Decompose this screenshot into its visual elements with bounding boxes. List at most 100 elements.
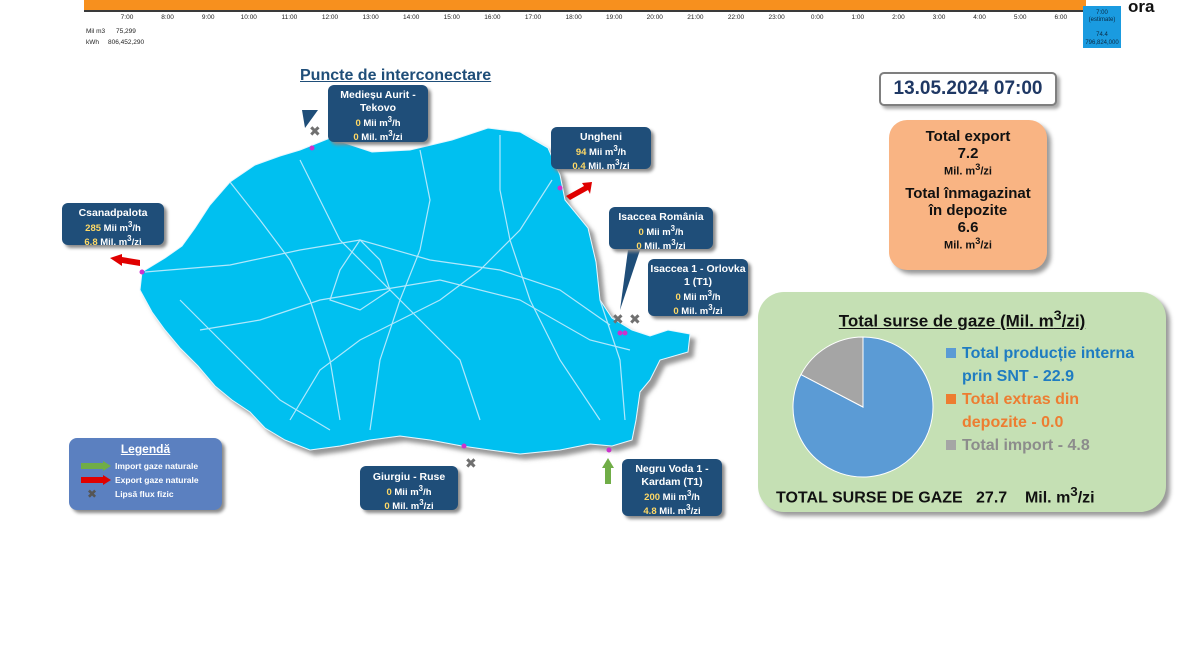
hour-tick-label: 7:00 xyxy=(120,14,134,21)
hour-tick-label: 5:00 xyxy=(1013,14,1027,21)
hour-tick-label: 8:00 xyxy=(161,14,174,21)
point-csanadpalota: Csanadpalota 285 Mii m3/h 6.8 Mil. m3/zi xyxy=(62,203,164,249)
map-legend: Legendă Import gaze naturale Export gaze… xyxy=(69,438,222,510)
point-ungheni: Ungheni 94 Mii m3/h 0.4 Mil. m3/zi xyxy=(551,127,651,173)
point-name-2: Tekovo xyxy=(360,102,396,114)
point-mii: 94 Mii m3/h xyxy=(575,144,627,159)
hour-tick-label: 23:00 xyxy=(768,14,785,21)
hour-tick-label: 9:00 xyxy=(201,14,215,21)
unit-label: Mil m3 xyxy=(86,28,106,35)
unit-value: 75,299 xyxy=(116,28,136,35)
export-value: 7.2 xyxy=(957,145,979,162)
romania-shape xyxy=(139,127,691,455)
timestamp: 13.05.2024 07:00 xyxy=(879,72,1057,106)
hour-tick-label: 0:00 xyxy=(810,14,824,21)
point-mil: 6.8 Mil. m3/zi xyxy=(84,234,142,249)
estimate-hour: 7:00 xyxy=(1096,10,1108,16)
hour-tick-label: 15:00 xyxy=(443,14,460,21)
estimate-note: (estimate) xyxy=(1088,17,1116,23)
legend-no-flow-label: Lipsă flux fizic xyxy=(115,489,174,499)
unit-label: kWh xyxy=(86,39,99,46)
hour-tick-label: 20:00 xyxy=(646,14,663,21)
storage-swatch-icon xyxy=(946,394,956,404)
point-name: Giurgiu - Ruse xyxy=(372,471,446,483)
hour-tick-label: 21:00 xyxy=(687,14,704,21)
legend-no-flow: ✖ Lipsă flux fizic xyxy=(69,487,222,501)
section-title: Puncte de interconectare xyxy=(300,67,492,84)
hour-tick-label: 14:00 xyxy=(403,14,420,21)
point-name: Ungheni xyxy=(580,131,622,143)
export-arrow-ungheni xyxy=(566,182,592,200)
unit-row-kwh: kWh 806,452,290 xyxy=(86,39,144,46)
romania-map: ✖ ✖ ✖ ✖ xyxy=(110,110,691,484)
hour-tick-label: 13:00 xyxy=(362,14,379,21)
hour-tick-label: 4:00 xyxy=(973,14,986,21)
point-mil: 0 Mil. m3/zi xyxy=(636,238,686,253)
estimate-kwh: 796,824,000 xyxy=(1085,40,1119,46)
storage-title-2: în depozite xyxy=(928,201,1008,219)
svg-text:✖: ✖ xyxy=(309,124,321,140)
svg-text:✖: ✖ xyxy=(465,456,477,472)
point-mil: 0.4 Mil. m3/zi xyxy=(572,158,630,173)
sources-legend: Total producție interna prin SNT - 22.9 … xyxy=(946,342,1166,457)
point-giurgiu: Giurgiu - Ruse 0 Mii m3/h 0 Mil. m3/zi xyxy=(360,466,458,513)
point-mii: 0 Mii m3/h xyxy=(355,115,401,130)
svg-text:✖: ✖ xyxy=(612,312,624,328)
hour-tick-label: 1:00 xyxy=(851,14,865,21)
point-mil: 0 Mil. m3/zi xyxy=(384,498,434,513)
point-name: Medieșu Aurit - xyxy=(340,89,416,101)
hour-tick-label: 2:00 xyxy=(892,14,905,21)
hour-tick-label: 3:00 xyxy=(932,14,946,21)
point-name: Csanadpalota xyxy=(78,207,148,219)
legend-export-label: Export gaze naturale xyxy=(115,475,199,485)
production-swatch-icon xyxy=(946,348,956,358)
no-flow-icon: ✖ xyxy=(86,487,98,501)
hour-tick-label: 11:00 xyxy=(281,14,298,21)
legend-production-2: prin SNT - 22.9 xyxy=(962,368,1075,385)
point-name: Isaccea 1 - Orlovka xyxy=(650,263,746,275)
hour-tick-label: 19:00 xyxy=(606,14,623,21)
sources-pie-chart xyxy=(792,336,934,478)
pipeline-network xyxy=(144,135,631,431)
import-arrow-negru xyxy=(602,458,614,484)
point-mii: 285 Mii m3/h xyxy=(85,220,141,235)
legend-import: Import gaze naturale xyxy=(69,459,222,473)
hour-tick-label: 18:00 xyxy=(565,14,582,21)
legend-export: Export gaze naturale xyxy=(69,473,222,487)
no-flow-markers: ✖ ✖ ✖ ✖ xyxy=(309,124,641,472)
storage-value: 6.6 xyxy=(957,218,979,236)
import-swatch-icon xyxy=(946,440,956,450)
point-mil: 0 Mil. m3/zi xyxy=(353,129,403,144)
legend-import: Total import - 4.8 xyxy=(946,434,1166,457)
axis-label: ora xyxy=(1128,0,1155,16)
legend-title: Legendă xyxy=(120,442,171,456)
sources-title: Total surse de gaze (Mil. m3/zi) xyxy=(838,308,1086,331)
export-title: Total export xyxy=(925,128,1011,145)
point-name: Negru Voda 1 - xyxy=(635,463,709,475)
totals-box: Total export 7.2 Mil. m3/zi Total înmaga… xyxy=(889,120,1047,270)
hour-tick-label: 16:00 xyxy=(484,14,501,21)
hour-tick-label: 17:00 xyxy=(524,14,542,21)
point-negru-voda: Negru Voda 1 - Kardam (T1) 200 Mii m3/h … xyxy=(622,459,722,518)
point-mil: 4.8 Mil. m3/zi xyxy=(643,503,701,518)
legend-import-label: Import gaze naturale xyxy=(115,461,199,471)
point-name-2: Kardam (T1) xyxy=(641,476,703,488)
hour-tick-label: 10:00 xyxy=(240,14,257,21)
point-mil: 0 Mil. m3/zi xyxy=(673,303,723,318)
pie-slice xyxy=(800,336,864,408)
legend-storage: Total extras din xyxy=(946,388,1166,411)
storage-title-1: Total înmagazinat xyxy=(905,184,1031,202)
point-mii: 0 Mii m3/h xyxy=(638,224,684,239)
import-arrow-icon xyxy=(81,461,111,471)
point-medieu: Medieșu Aurit - Tekovo 0 Mii m3/h 0 Mil.… xyxy=(328,85,428,144)
point-mii: 0 Mii m3/h xyxy=(675,289,721,304)
svg-text:✖: ✖ xyxy=(629,312,641,328)
point-name-2: 1 (T1) xyxy=(683,276,712,288)
estimate-mil-m3: 74.4 xyxy=(1096,32,1108,38)
point-mii: 0 Mii m3/h xyxy=(386,484,432,499)
daily-flow-bar xyxy=(84,0,1086,12)
unit-row-m3: Mil m3 75,299 xyxy=(86,28,136,35)
interconnection-markers xyxy=(139,145,628,453)
legend-storage-2: depozite - 0.0 xyxy=(962,414,1064,431)
legend-production: Total producție interna xyxy=(946,342,1166,365)
